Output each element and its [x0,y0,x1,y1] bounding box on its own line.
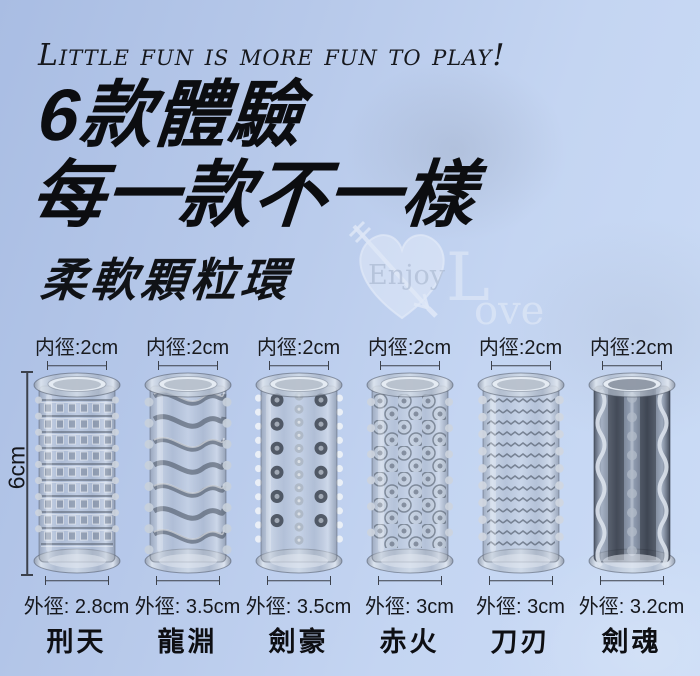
product-name: 劍豪 [268,627,329,657]
product-name: 龍淵 [157,627,218,657]
product-image-waves [477,372,564,574]
outer-measure-line [599,576,664,585]
heading-line-1: 6款體驗 [35,75,306,156]
heart-watermark-icon [359,234,445,320]
outer-measure-line [488,576,553,585]
product-column-3: 内徑:2cm 外徑: 3.5cm 劍豪 [243,331,354,659]
inner-measure-line [268,361,329,370]
subtitle: 柔軟顆粒環 [38,254,294,306]
outer-diameter-label: 外徑: 3cm [476,596,565,618]
product-image-nubs [366,372,453,574]
outer-measure-line [377,576,442,585]
product-image-vertical-waves [588,372,675,574]
outer-measure-line [266,576,331,585]
outer-measure-line [155,576,220,585]
inner-measure-line [379,361,440,370]
product-name: 劍魂 [601,627,662,657]
outer-diameter-label: 外徑: 2.8cm [23,596,130,618]
outer-diameter-label: 外徑: 3.5cm [134,596,241,618]
outer-diameter-label: 外徑: 3.5cm [245,596,352,618]
inner-diameter-label: 内徑:2cm [34,337,119,359]
product-column-1: 内徑:2cm 外徑: 2.8cm 刑天 [21,331,132,659]
product-column-5: 内徑:2cm 外徑: 3cm 刀刃 [465,331,576,659]
arrow-icon [348,220,438,318]
inner-diameter-label: 内徑:2cm [367,337,452,359]
product-strip: 内徑:2cm 外徑: 2.8cm 刑天 内徑:2cm [21,331,687,659]
product-image-spiral [144,372,231,574]
inner-measure-line [490,361,551,370]
inner-measure-line [601,361,662,370]
inner-diameter-label: 内徑:2cm [478,337,563,359]
outer-measure-line [44,576,109,585]
product-image-spikes-beads [254,372,343,574]
inner-diameter-label: 内徑:2cm [589,337,674,359]
product-name: 刑天 [46,627,107,657]
watermark: Enjoy L ove [348,220,544,334]
outer-diameter-label: 外徑: 3cm [365,596,454,618]
inner-measure-line [157,361,218,370]
inner-measure-line [46,361,107,370]
product-column-6: 内徑:2cm 外徑: 3.2cm 劍魂 [576,331,687,659]
product-image-grid-studs [33,372,120,574]
watermark-word-enjoy: Enjoy [368,260,446,291]
product-column-4: 内徑:2cm 外徑: 3cm 赤火 [354,331,465,659]
tagline: Little fun is more fun to play! [38,38,506,73]
height-measure-line [21,371,33,576]
product-column-2: 内徑:2cm [132,331,243,659]
product-name: 刀刃 [490,627,551,657]
watermark-letter-l: L [446,239,490,316]
watermark-word-ove: ove [474,288,544,334]
inner-diameter-label: 内徑:2cm [145,337,230,359]
outer-diameter-label: 外徑: 3.2cm [578,596,685,618]
main-heading: 6款體驗 每一款不一樣 [28,75,486,237]
product-name: 赤火 [379,627,440,657]
inner-diameter-label: 内徑:2cm [256,337,341,359]
